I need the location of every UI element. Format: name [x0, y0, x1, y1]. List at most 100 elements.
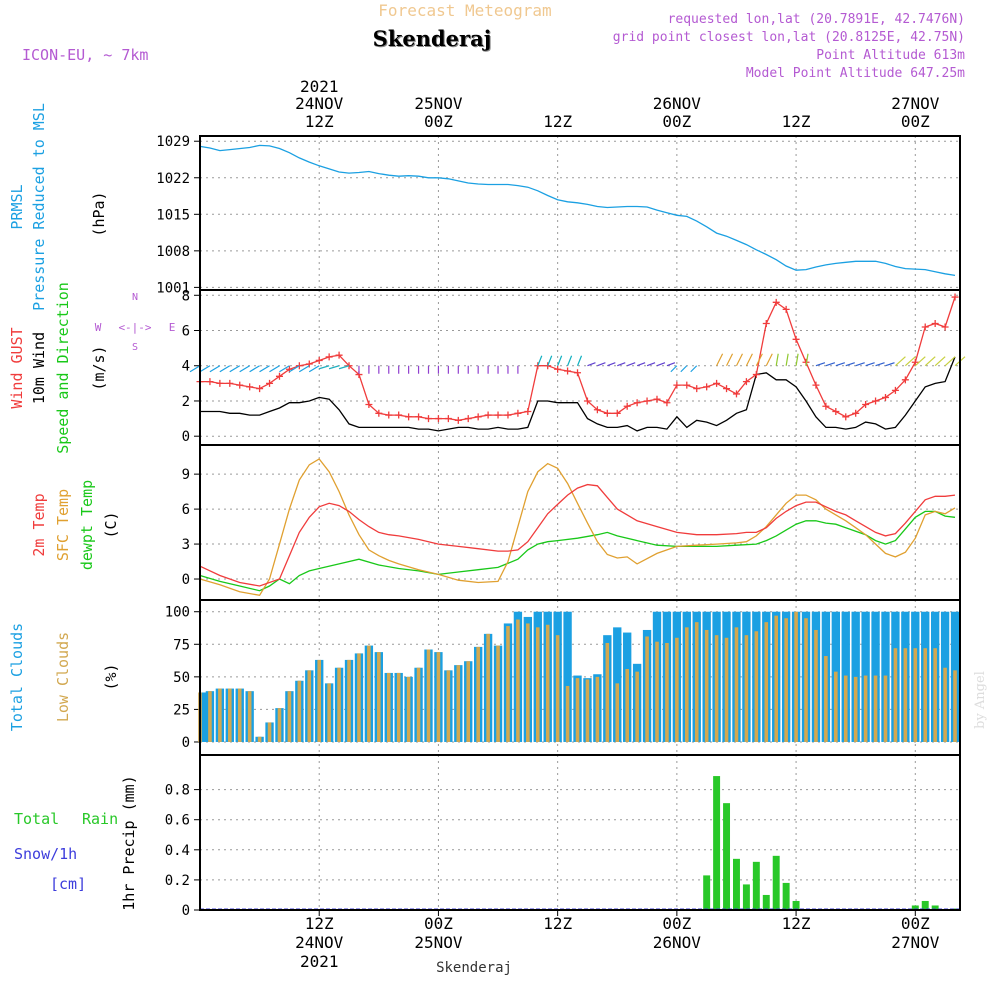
bottom-hour-label: 00Z [901, 914, 930, 933]
wind-arrow [199, 365, 211, 373]
wind-arrow [944, 356, 956, 367]
wind-arrow [289, 365, 300, 373]
clouds-unit-label: (%) [102, 663, 120, 690]
y-tick-label: 1015 [156, 207, 190, 223]
low-clouds-bar [685, 627, 689, 742]
precip-panel: 0 0.2 0.4 0.6 0.8 [165, 754, 961, 919]
gust-point-marker [434, 415, 442, 423]
wind-arrow [308, 365, 320, 373]
wind-arrow [825, 362, 836, 367]
model-altitude: Model Point Altitude 647.25m [746, 66, 965, 81]
top-date-label: 24NOV [295, 94, 344, 113]
gust-point-marker [444, 415, 452, 423]
y-tick-label: 75 [173, 637, 190, 653]
wind-arrow [587, 362, 596, 367]
requested-coordinates: requested lon,lat (20.7891E, 42.7476N) [668, 12, 965, 27]
low-clouds-bar [605, 642, 610, 742]
compass-south: S [132, 342, 138, 353]
wind-arrow [209, 365, 221, 373]
wind-arrow [835, 362, 846, 367]
panel-frame [199, 289, 961, 446]
gust-point-marker [901, 376, 909, 384]
temp-2m-line [199, 483, 956, 587]
low-clouds-bar [218, 688, 222, 742]
top-hour-label: 00Z [662, 112, 691, 131]
wind-arrow [626, 362, 636, 367]
wind-arrow [924, 356, 936, 367]
gust-point-marker [266, 379, 274, 387]
low-clouds-bar [834, 671, 838, 742]
panel-frame [199, 754, 961, 911]
wind-arrow [670, 365, 678, 373]
low-clouds-bar [893, 648, 898, 742]
low-clouds-bar [675, 637, 679, 742]
rain-bar [703, 875, 711, 910]
y-tick-label: 4 [182, 359, 190, 375]
low-clouds-bar [456, 665, 461, 742]
low-clouds-bar [228, 688, 232, 742]
gust-point-marker [762, 319, 770, 327]
bottom-date-label: 27NOV [891, 933, 940, 952]
y-tick-label: 0 [182, 429, 190, 445]
wind-arrow [904, 356, 916, 367]
gust-point-marker [315, 356, 323, 364]
gust-point-marker [732, 390, 740, 398]
bottom-date-label: 24NOV [295, 933, 344, 952]
low-clouds-bar [476, 646, 480, 742]
model-label: ICON-EU, ~ 7km [22, 46, 148, 64]
bottom-hour-label: 12Z [305, 914, 334, 933]
wind-arrow [735, 353, 744, 367]
gust-point-marker [782, 305, 790, 313]
low-clouds-bar [913, 648, 918, 742]
gust-point-marker [395, 411, 403, 419]
location-title: Skenderaj [373, 26, 492, 51]
low-clouds-bar [615, 683, 620, 742]
low-clouds-bar [804, 618, 808, 742]
gust-point-marker [574, 369, 582, 377]
gust-point-marker [822, 402, 830, 410]
wind-arrow [567, 355, 573, 366]
snow-unit-label: [cm] [50, 875, 86, 893]
wind-arrow [755, 353, 763, 367]
gust-point-marker [881, 393, 889, 401]
wind-arrow [617, 362, 626, 367]
total-clouds-bar [201, 692, 210, 742]
sfc-temp-line [199, 458, 956, 597]
wind-unit-label: (m/s) [90, 345, 108, 390]
gust-point-marker [862, 400, 870, 408]
gust-point-marker [673, 381, 681, 389]
gust-point-marker [742, 378, 750, 386]
y-tick-label: 1008 [156, 244, 190, 260]
wind-gust-line [200, 296, 956, 421]
y-tick-label: 8 [182, 288, 190, 304]
low-clouds-bar [247, 691, 252, 742]
gust-point-marker [951, 293, 959, 301]
temp-2m-label: 2m Temp [30, 493, 48, 556]
wind-arrow [680, 365, 688, 373]
low-clouds-bar [406, 676, 411, 742]
compass-arrows: <-|-> [118, 321, 151, 334]
top-year-label: 2021 [300, 77, 339, 96]
low-clouds-bar [237, 688, 242, 742]
wind-arrow [636, 362, 646, 367]
temp-unit-label: (C) [102, 511, 120, 538]
y-tick-label: 0.6 [165, 813, 190, 829]
wind-arrow [666, 362, 676, 367]
gust-point-marker [921, 323, 929, 331]
gust-point-marker [872, 397, 880, 405]
bottom-hour-label: 12Z [782, 914, 811, 933]
low-clouds-bar [426, 649, 431, 742]
watermark: by Angel [973, 671, 988, 729]
low-clouds-bar [506, 626, 510, 742]
location-title-shadow: Skenderaj [374, 27, 493, 52]
low-clouds-bar [337, 667, 341, 742]
gust-point-marker [405, 413, 413, 421]
low-clouds-bar [526, 623, 530, 742]
low-clouds-bar [317, 659, 322, 742]
wind-arrow [279, 365, 290, 373]
y-tick-label: 0.4 [165, 843, 190, 859]
total-clouds-label: Total Clouds [8, 623, 26, 731]
low-clouds-bar [873, 675, 878, 742]
gust-point-marker [256, 385, 264, 393]
